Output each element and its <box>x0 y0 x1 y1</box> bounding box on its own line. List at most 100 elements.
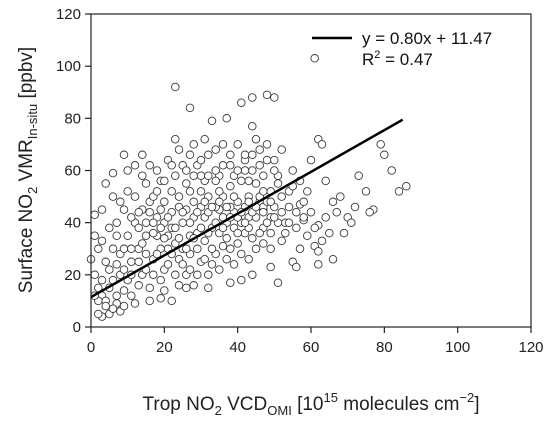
data-point <box>185 218 195 227</box>
data-point <box>145 296 154 306</box>
data-point <box>145 207 154 217</box>
data-point <box>251 244 261 254</box>
data-point <box>189 140 198 149</box>
data-point <box>182 166 191 175</box>
data-point <box>145 161 154 170</box>
data-point <box>134 207 143 217</box>
data-point <box>163 260 173 269</box>
y-tick-label: 0 <box>73 319 81 336</box>
data-point <box>240 218 250 227</box>
data-point <box>196 171 206 180</box>
x-tick-label: 100 <box>445 339 470 356</box>
data-point <box>138 150 147 160</box>
data-point <box>156 294 165 303</box>
data-point <box>160 176 169 186</box>
data-point <box>255 145 264 154</box>
data-points <box>86 54 411 321</box>
data-point <box>119 150 129 160</box>
data-point <box>204 283 213 293</box>
data-point <box>244 197 253 207</box>
data-point <box>116 197 125 207</box>
x-axis-ticks: 0 20 40 60 80 100 120 <box>87 327 544 356</box>
data-point <box>149 228 158 238</box>
data-point <box>97 205 107 214</box>
data-point <box>141 249 151 259</box>
data-point <box>310 54 319 63</box>
data-point <box>127 244 136 254</box>
data-point <box>387 166 396 175</box>
data-point <box>248 270 257 280</box>
data-point <box>259 171 268 180</box>
legend: y = 0.80x + 11.47 R2 = 0.47 <box>312 29 492 69</box>
data-point <box>149 218 158 227</box>
data-point <box>138 239 147 248</box>
data-point <box>266 262 275 272</box>
data-point <box>101 301 110 311</box>
data-point <box>204 270 213 280</box>
data-point <box>277 192 286 201</box>
data-point <box>218 161 228 170</box>
data-point <box>310 223 319 233</box>
data-point <box>229 192 239 201</box>
data-point <box>328 197 338 207</box>
data-point <box>171 171 180 180</box>
data-point <box>101 179 110 188</box>
data-point <box>112 260 121 269</box>
data-point <box>204 150 213 160</box>
data-point <box>204 171 213 180</box>
data-point <box>317 140 327 149</box>
data-point <box>156 223 165 233</box>
data-point <box>376 140 385 149</box>
data-point <box>226 278 235 287</box>
data-point <box>218 140 228 149</box>
data-point <box>292 207 301 217</box>
legend-r2: R2 = 0.47 <box>362 49 433 69</box>
data-point <box>207 116 217 126</box>
data-point <box>105 265 114 274</box>
data-point <box>339 228 349 238</box>
data-point <box>284 218 294 227</box>
data-point <box>174 192 184 201</box>
data-point <box>134 223 143 233</box>
data-point <box>167 296 176 306</box>
data-point <box>152 187 162 196</box>
data-point <box>321 213 330 222</box>
data-point <box>332 207 341 217</box>
data-point <box>215 197 224 207</box>
data-point <box>196 187 206 196</box>
data-point <box>90 270 99 280</box>
data-point <box>262 218 272 227</box>
data-point <box>200 236 209 246</box>
data-point <box>354 171 363 180</box>
data-point <box>270 155 279 165</box>
data-point <box>171 223 180 233</box>
data-point <box>112 218 121 227</box>
data-point <box>185 150 195 160</box>
data-point <box>108 304 118 313</box>
data-point <box>237 98 246 107</box>
data-point <box>277 145 286 154</box>
data-point <box>127 213 136 222</box>
data-point <box>237 176 246 186</box>
data-point <box>255 228 264 238</box>
x-tick-label: 120 <box>518 339 543 356</box>
data-point <box>262 155 272 165</box>
data-point <box>237 249 246 259</box>
data-point <box>347 218 356 227</box>
data-point <box>174 234 184 243</box>
data-point <box>196 223 206 233</box>
data-point <box>314 247 323 256</box>
data-point <box>200 254 209 264</box>
data-point <box>178 218 187 227</box>
data-point <box>90 210 99 220</box>
data-point <box>105 223 114 233</box>
data-point <box>244 254 253 264</box>
data-point <box>211 145 220 154</box>
data-point <box>240 166 250 175</box>
data-point <box>185 103 195 113</box>
data-point <box>130 161 140 170</box>
data-point <box>123 231 132 240</box>
data-point <box>306 155 316 165</box>
data-point <box>112 291 121 300</box>
x-tick-label: 0 <box>87 339 95 356</box>
